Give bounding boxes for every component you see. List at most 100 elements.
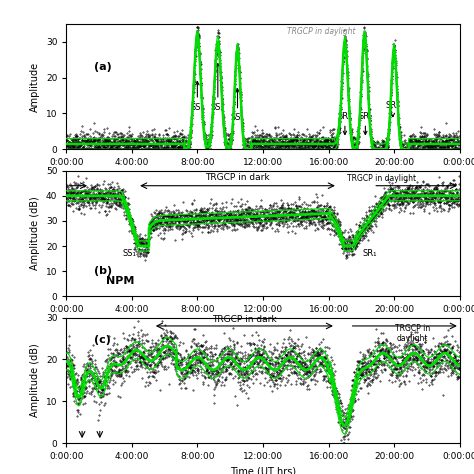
Point: [402, 201, 410, 209]
Point: [422, 200, 430, 208]
Point: [290, 369, 298, 376]
Point: [327, 361, 334, 368]
Point: [281, 346, 288, 353]
Point: [429, 363, 437, 370]
Point: [197, 368, 205, 375]
Point: [433, 146, 440, 153]
Point: [251, 141, 258, 149]
Point: [389, 184, 397, 191]
Point: [363, 46, 371, 54]
Point: [82, 188, 90, 195]
Point: [162, 212, 170, 219]
Point: [187, 133, 194, 141]
Point: [397, 145, 404, 153]
Point: [385, 348, 393, 356]
Point: [351, 244, 358, 252]
Point: [374, 337, 382, 345]
Point: [281, 205, 288, 212]
Point: [119, 348, 127, 356]
Point: [129, 352, 137, 359]
Point: [425, 348, 432, 356]
Point: [87, 375, 95, 383]
Point: [148, 219, 155, 226]
Point: [338, 418, 346, 425]
Point: [397, 131, 405, 139]
Point: [283, 210, 291, 218]
Point: [85, 200, 93, 207]
Point: [356, 374, 364, 382]
Point: [247, 346, 255, 354]
Point: [294, 211, 301, 219]
Point: [370, 353, 377, 360]
Point: [201, 137, 209, 144]
Point: [370, 142, 377, 149]
Point: [67, 130, 74, 138]
Point: [311, 210, 319, 217]
Point: [300, 139, 307, 146]
Point: [398, 353, 405, 361]
Point: [333, 222, 340, 230]
Point: [315, 209, 323, 216]
Point: [152, 145, 159, 152]
Point: [398, 194, 405, 201]
Point: [401, 341, 409, 348]
Point: [100, 195, 108, 202]
Point: [423, 139, 430, 146]
Point: [377, 346, 384, 354]
Point: [71, 146, 78, 153]
Point: [412, 183, 420, 191]
Point: [200, 224, 207, 231]
Point: [83, 146, 91, 153]
Point: [170, 335, 178, 342]
Point: [321, 214, 328, 222]
Point: [275, 362, 283, 370]
Point: [346, 226, 354, 233]
Point: [183, 211, 191, 219]
Point: [74, 180, 82, 188]
Point: [172, 215, 179, 222]
Point: [265, 218, 273, 225]
Point: [70, 196, 78, 203]
Point: [155, 362, 162, 369]
Point: [236, 202, 244, 210]
Point: [227, 140, 234, 147]
Point: [95, 140, 103, 147]
Point: [308, 219, 315, 227]
Point: [231, 87, 239, 95]
Point: [139, 236, 146, 243]
Point: [134, 248, 142, 255]
Point: [255, 138, 263, 146]
Point: [358, 236, 365, 244]
Point: [154, 361, 161, 368]
Point: [67, 141, 74, 148]
Point: [337, 237, 344, 245]
Point: [301, 210, 308, 218]
Point: [258, 221, 266, 228]
Point: [436, 198, 444, 205]
Point: [248, 132, 256, 139]
Point: [268, 387, 275, 395]
Point: [82, 373, 90, 380]
Point: [392, 189, 399, 196]
Point: [106, 189, 114, 197]
Point: [63, 183, 70, 191]
Point: [106, 374, 114, 382]
Point: [242, 377, 250, 384]
Point: [258, 207, 265, 215]
Point: [403, 353, 410, 361]
Point: [361, 375, 368, 383]
Point: [179, 146, 187, 153]
Point: [210, 352, 217, 360]
Point: [369, 139, 376, 146]
Point: [164, 144, 172, 152]
Point: [338, 73, 346, 80]
Point: [167, 140, 175, 147]
Point: [401, 363, 408, 371]
Point: [70, 389, 78, 396]
Point: [425, 190, 433, 198]
Point: [72, 130, 80, 138]
Point: [342, 244, 349, 252]
Point: [69, 189, 77, 197]
Point: [373, 347, 381, 355]
Point: [240, 377, 248, 385]
